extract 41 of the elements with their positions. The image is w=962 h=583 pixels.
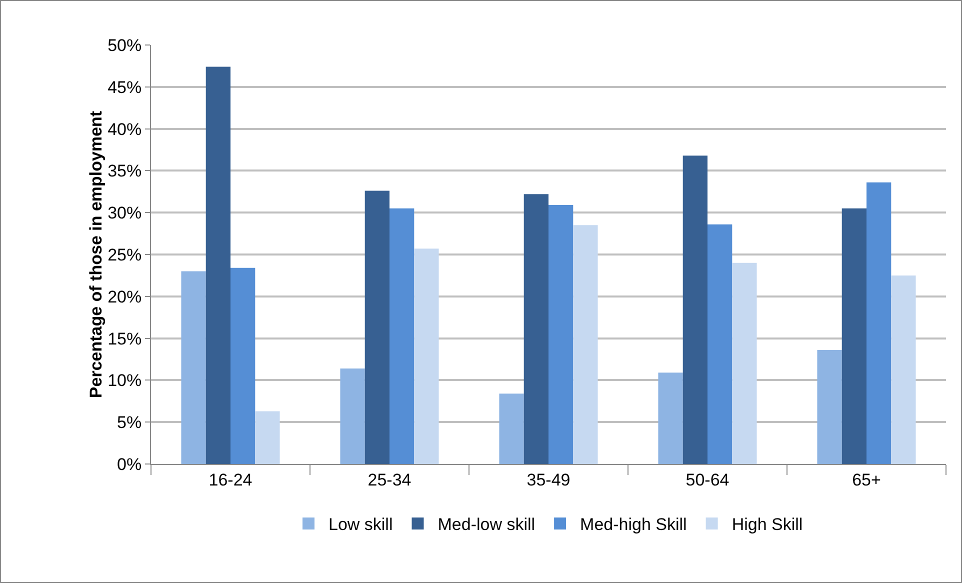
bar: [524, 194, 548, 464]
y-tick-label: 25%: [108, 245, 142, 264]
y-axis-title: Percentage of those in employment: [86, 110, 106, 398]
bar: [658, 372, 683, 464]
y-tick-label: 20%: [108, 287, 142, 306]
bar: [573, 225, 598, 464]
bar: [414, 248, 439, 464]
bar: [548, 205, 574, 464]
y-tick-label: 30%: [108, 204, 142, 223]
x-tick-label: 50-64: [686, 470, 730, 490]
x-tick-label: 25-34: [368, 470, 412, 490]
bar: [364, 190, 390, 464]
y-tick-label: 45%: [108, 78, 142, 97]
bar: [682, 156, 708, 464]
bar: [866, 182, 892, 464]
legend-label: Med-high Skill: [580, 515, 687, 534]
y-tick-label: 5%: [117, 413, 142, 432]
x-tick-label: 65+: [852, 470, 881, 490]
bar: [230, 268, 256, 464]
x-tick-label: 35-49: [526, 470, 570, 490]
legend-label: Med-low skill: [438, 515, 536, 534]
y-tick-label: 50%: [108, 36, 142, 55]
bar: [206, 66, 230, 464]
y-tick-label: 15%: [108, 329, 142, 348]
bar: [708, 224, 732, 464]
bar: [499, 394, 524, 464]
y-tick-label: 0%: [117, 454, 142, 474]
legend-label: Low skill: [328, 515, 393, 534]
bar: [842, 208, 866, 464]
y-tick-label: 40%: [108, 120, 142, 139]
bar: [255, 411, 280, 464]
bar: [181, 271, 206, 464]
legend-label: High Skill: [732, 515, 803, 534]
x-tick-label: 16-24: [208, 470, 252, 490]
y-tick-label: 35%: [108, 162, 142, 181]
bar: [817, 350, 842, 464]
bar: [891, 275, 916, 464]
bar: [390, 208, 414, 464]
y-tick-label: 10%: [108, 371, 142, 390]
bar: [732, 262, 757, 464]
bar: [340, 368, 365, 464]
